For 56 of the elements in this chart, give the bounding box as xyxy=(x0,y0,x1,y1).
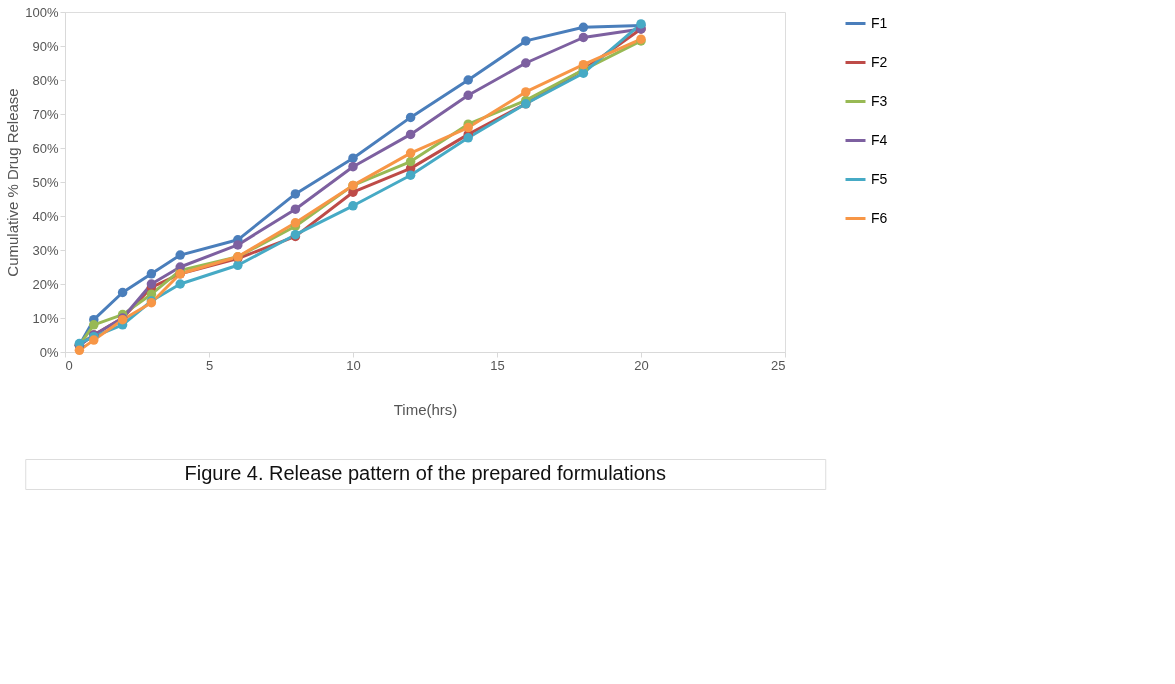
legend-label: F2 xyxy=(871,53,888,70)
point xyxy=(290,204,301,214)
point xyxy=(290,189,301,199)
y-tick-label: 100% xyxy=(25,4,59,20)
legend-label: F1 xyxy=(871,14,888,31)
point xyxy=(463,75,473,85)
y-tick-label: 40% xyxy=(32,208,59,224)
point xyxy=(175,250,185,260)
point xyxy=(578,22,589,33)
caption: Figure 4. Release pattern of the prepared formulations xyxy=(184,462,666,484)
x-tick-label: 10 xyxy=(346,357,361,373)
point xyxy=(578,32,589,43)
point xyxy=(405,112,416,123)
point xyxy=(89,335,99,345)
point xyxy=(578,59,589,70)
x-axis-title: Time(hrs) xyxy=(393,400,458,418)
y-tick-label: 20% xyxy=(32,276,59,292)
point xyxy=(405,170,416,180)
point xyxy=(463,133,473,143)
legend-label: F6 xyxy=(871,209,888,226)
point xyxy=(233,240,243,250)
y-tick-label: 80% xyxy=(32,72,59,88)
x-tick-label: 15 xyxy=(490,357,505,373)
y-tick-label: 30% xyxy=(32,242,59,258)
legend-label: F5 xyxy=(871,170,888,187)
point xyxy=(175,279,185,289)
x-tick-label: 20 xyxy=(634,357,649,373)
point xyxy=(405,129,416,140)
point xyxy=(405,148,416,158)
point xyxy=(348,153,358,163)
legend-label: F3 xyxy=(871,92,888,109)
y-tick-label: 60% xyxy=(32,140,59,156)
y-tick-label: 90% xyxy=(32,38,59,54)
point xyxy=(405,156,416,167)
point xyxy=(521,87,531,97)
y-tick-label: 70% xyxy=(32,106,59,122)
point xyxy=(463,90,473,101)
point xyxy=(74,345,85,356)
y-tick-label: 0% xyxy=(39,344,59,360)
point xyxy=(348,161,358,172)
point xyxy=(521,36,531,46)
x-tick-label: 25 xyxy=(771,357,786,373)
point xyxy=(117,287,128,298)
point xyxy=(146,269,157,279)
y-tick-label: 50% xyxy=(32,174,59,190)
point xyxy=(348,201,358,211)
point xyxy=(89,320,99,330)
x-tick-label: 0 xyxy=(65,357,73,373)
point xyxy=(521,58,531,68)
y-axis-title: Cumulative % Drug Release xyxy=(4,88,22,277)
point xyxy=(146,279,157,289)
y-tick-label: 10% xyxy=(32,310,59,326)
x-tick-label: 5 xyxy=(205,357,214,373)
legend-label: F4 xyxy=(871,131,888,148)
point xyxy=(463,122,473,133)
point xyxy=(233,260,243,271)
